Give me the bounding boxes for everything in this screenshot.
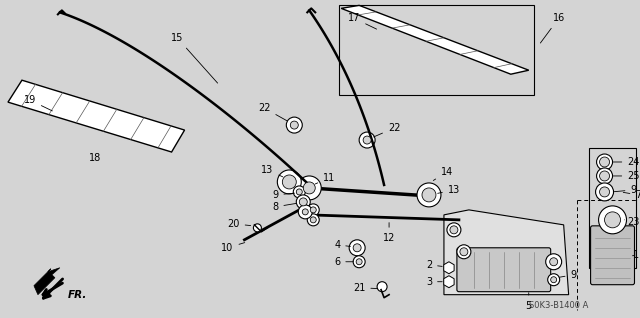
- Text: 5: 5: [525, 293, 532, 311]
- Ellipse shape: [296, 195, 310, 209]
- Text: 9: 9: [614, 185, 637, 195]
- Ellipse shape: [300, 198, 307, 206]
- FancyBboxPatch shape: [591, 226, 634, 285]
- FancyBboxPatch shape: [457, 248, 550, 292]
- Text: 22: 22: [374, 123, 400, 137]
- Text: 1: 1: [632, 250, 639, 260]
- Text: 8: 8: [272, 202, 296, 212]
- Text: 23: 23: [625, 217, 639, 227]
- Text: 17: 17: [348, 13, 376, 29]
- Ellipse shape: [460, 248, 468, 256]
- Text: 4: 4: [334, 240, 350, 250]
- Text: 13: 13: [261, 165, 283, 177]
- Text: 11: 11: [316, 173, 335, 184]
- Ellipse shape: [291, 121, 298, 129]
- Ellipse shape: [310, 207, 316, 213]
- Text: 12: 12: [383, 223, 396, 243]
- Ellipse shape: [353, 256, 365, 268]
- Ellipse shape: [600, 157, 609, 167]
- Text: 9: 9: [559, 270, 577, 280]
- Text: 10: 10: [221, 243, 244, 253]
- Ellipse shape: [293, 186, 305, 198]
- Text: 7: 7: [623, 190, 640, 200]
- Ellipse shape: [450, 226, 458, 234]
- Ellipse shape: [600, 171, 609, 181]
- Polygon shape: [34, 268, 60, 295]
- Text: 14: 14: [433, 167, 453, 181]
- Ellipse shape: [596, 168, 612, 184]
- Polygon shape: [444, 276, 454, 288]
- Ellipse shape: [356, 259, 362, 265]
- Ellipse shape: [282, 175, 296, 189]
- Ellipse shape: [596, 183, 614, 201]
- Ellipse shape: [417, 183, 441, 207]
- Text: 16: 16: [540, 13, 564, 43]
- Ellipse shape: [377, 282, 387, 292]
- Ellipse shape: [296, 189, 302, 195]
- Ellipse shape: [446, 265, 452, 271]
- Text: 18: 18: [89, 153, 101, 163]
- Ellipse shape: [307, 204, 319, 216]
- Ellipse shape: [353, 244, 361, 252]
- Ellipse shape: [550, 277, 557, 283]
- Text: 21: 21: [353, 283, 378, 293]
- Ellipse shape: [307, 214, 319, 226]
- Text: 25: 25: [613, 171, 640, 181]
- Ellipse shape: [286, 117, 302, 133]
- Text: 13: 13: [438, 185, 460, 195]
- Text: 24: 24: [613, 157, 639, 167]
- Text: S0K3-B1400 A: S0K3-B1400 A: [529, 301, 588, 310]
- Polygon shape: [8, 80, 184, 152]
- Bar: [589, 148, 636, 268]
- Ellipse shape: [457, 245, 471, 259]
- Polygon shape: [341, 5, 529, 74]
- Polygon shape: [444, 210, 569, 295]
- Text: 3: 3: [426, 277, 442, 287]
- Ellipse shape: [253, 224, 261, 232]
- Text: 19: 19: [24, 95, 52, 111]
- Ellipse shape: [363, 136, 371, 144]
- Text: 2: 2: [426, 260, 442, 270]
- Text: 9: 9: [272, 190, 294, 200]
- Ellipse shape: [298, 205, 312, 219]
- Ellipse shape: [447, 223, 461, 237]
- Ellipse shape: [605, 212, 621, 228]
- FancyArrowPatch shape: [43, 283, 63, 295]
- Ellipse shape: [302, 209, 308, 215]
- Ellipse shape: [548, 274, 559, 286]
- Text: FR.: FR.: [68, 290, 87, 300]
- Ellipse shape: [349, 240, 365, 256]
- Ellipse shape: [303, 182, 316, 194]
- Ellipse shape: [596, 154, 612, 170]
- Ellipse shape: [422, 188, 436, 202]
- Ellipse shape: [550, 258, 557, 266]
- Ellipse shape: [277, 170, 301, 194]
- Text: 6: 6: [334, 257, 353, 267]
- Ellipse shape: [359, 132, 375, 148]
- Ellipse shape: [546, 254, 562, 270]
- Ellipse shape: [598, 206, 627, 234]
- Ellipse shape: [446, 279, 452, 285]
- Text: 22: 22: [258, 103, 287, 121]
- Text: 15: 15: [172, 33, 218, 83]
- Text: 20: 20: [227, 219, 251, 229]
- Ellipse shape: [310, 217, 316, 223]
- Polygon shape: [444, 262, 454, 274]
- Ellipse shape: [298, 176, 321, 200]
- Ellipse shape: [600, 187, 609, 197]
